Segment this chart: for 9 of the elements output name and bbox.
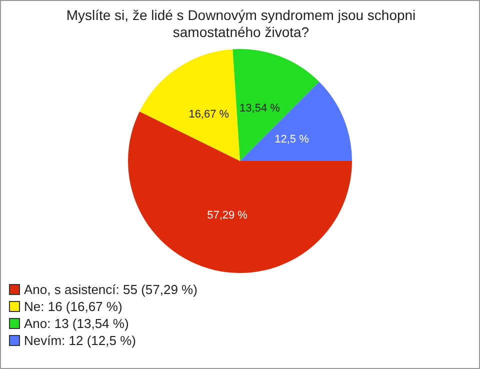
legend-label: Ano: 13 (13,54 %)	[24, 316, 129, 331]
chart-title: Myslíte si, že lidé s Downovým syndromem jsou schopni samostatného života?	[65, 7, 417, 41]
legend-label: Ne: 16 (16,67 %)	[24, 299, 122, 314]
data-label: 16,67 %	[188, 108, 230, 120]
legend-label: Ano, s asistencí: 55 (57,29 %)	[24, 282, 198, 297]
data-label: 57,29 %	[207, 210, 248, 222]
data-label: 13,54 %	[240, 102, 280, 115]
data-label: 12,5 %	[274, 134, 310, 146]
legend-label: Nevím: 12 (12,5 %)	[24, 333, 136, 348]
